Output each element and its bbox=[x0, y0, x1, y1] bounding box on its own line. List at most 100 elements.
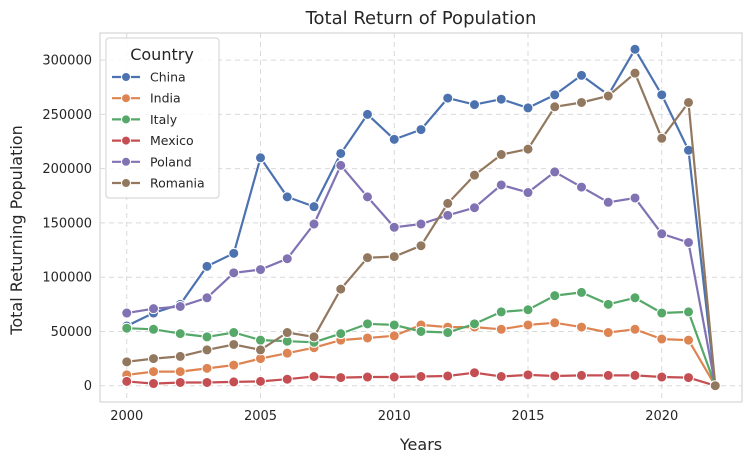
data-point-poland bbox=[121, 307, 133, 319]
data-point-india bbox=[656, 333, 668, 345]
data-point-china bbox=[335, 147, 347, 159]
data-point-italy bbox=[415, 325, 427, 337]
data-point-mexico bbox=[495, 370, 507, 382]
y-tick-label: 100000 bbox=[42, 271, 92, 286]
data-point-poland bbox=[629, 192, 641, 204]
data-point-mexico bbox=[121, 375, 133, 387]
y-tick-labels: 0 50000 100000 150000 200000 250000 300000 bbox=[42, 54, 92, 395]
data-point-romania bbox=[522, 143, 534, 155]
legend-label: Italy bbox=[150, 112, 178, 127]
data-point-mexico bbox=[362, 371, 373, 383]
data-point-mexico bbox=[549, 370, 561, 382]
y-axis-title: Total Returning Population bbox=[7, 125, 26, 335]
data-point-poland bbox=[148, 303, 159, 315]
data-point-italy bbox=[121, 322, 133, 334]
data-point-italy bbox=[362, 318, 373, 330]
data-point-romania bbox=[442, 197, 454, 209]
data-point-italy bbox=[148, 323, 159, 335]
legend-item-china: China bbox=[112, 70, 186, 85]
series-romania bbox=[121, 67, 721, 392]
data-point-poland bbox=[576, 181, 587, 193]
data-point-italy bbox=[228, 327, 240, 339]
x-tick-label: 2000 bbox=[110, 409, 143, 424]
data-point-india bbox=[201, 362, 213, 374]
legend-label: Romania bbox=[150, 176, 205, 191]
data-point-china bbox=[255, 152, 266, 164]
data-point-romania bbox=[549, 101, 561, 113]
data-point-poland bbox=[602, 196, 614, 208]
y-tick-label: 150000 bbox=[42, 216, 92, 231]
data-point-italy bbox=[255, 334, 266, 346]
data-point-mexico bbox=[442, 370, 454, 382]
legend-marker bbox=[121, 72, 131, 82]
data-point-poland bbox=[255, 264, 266, 276]
data-point-italy bbox=[629, 292, 641, 304]
data-point-italy bbox=[495, 306, 507, 318]
data-point-china bbox=[308, 201, 320, 213]
data-point-romania bbox=[469, 169, 480, 181]
data-point-india bbox=[495, 323, 507, 335]
data-point-china bbox=[656, 89, 668, 101]
data-point-italy bbox=[442, 327, 454, 339]
data-point-mexico bbox=[522, 369, 534, 381]
data-point-romania bbox=[201, 344, 213, 356]
data-point-poland bbox=[201, 292, 213, 304]
data-point-romania bbox=[629, 67, 641, 79]
data-point-poland bbox=[388, 221, 400, 233]
data-point-italy bbox=[335, 328, 347, 340]
data-point-china bbox=[442, 92, 454, 104]
data-point-poland bbox=[174, 300, 186, 312]
data-point-italy bbox=[469, 318, 480, 330]
data-point-romania bbox=[602, 90, 614, 102]
data-point-mexico bbox=[602, 369, 614, 381]
legend-item-romania: Romania bbox=[112, 176, 205, 191]
data-point-romania bbox=[709, 380, 721, 392]
data-point-romania bbox=[308, 331, 320, 343]
data-point-italy bbox=[174, 328, 186, 340]
data-point-romania bbox=[335, 283, 347, 295]
data-point-italy bbox=[549, 290, 561, 302]
data-point-romania bbox=[255, 344, 266, 356]
legend-item-poland: Poland bbox=[112, 154, 192, 169]
y-tick-label: 200000 bbox=[42, 162, 92, 177]
legend-label: China bbox=[150, 70, 186, 85]
data-point-poland bbox=[442, 209, 454, 221]
data-point-india bbox=[576, 321, 587, 333]
data-point-poland bbox=[495, 179, 507, 191]
data-point-italy bbox=[656, 307, 668, 319]
data-point-italy bbox=[576, 286, 587, 298]
data-point-italy bbox=[522, 304, 534, 316]
data-point-poland bbox=[656, 228, 668, 240]
data-point-mexico bbox=[174, 376, 186, 388]
data-point-mexico bbox=[388, 371, 400, 383]
data-point-mexico bbox=[415, 370, 427, 382]
y-tick-label: 250000 bbox=[42, 108, 92, 123]
data-point-china bbox=[228, 247, 240, 259]
data-point-romania bbox=[415, 240, 427, 252]
data-point-poland bbox=[362, 191, 373, 203]
data-point-romania bbox=[656, 132, 668, 144]
data-point-poland bbox=[308, 218, 320, 230]
chart-title: Total Return of Population bbox=[305, 8, 537, 29]
legend-marker bbox=[121, 156, 131, 167]
data-point-poland bbox=[228, 267, 240, 279]
x-tick-label: 2010 bbox=[378, 409, 411, 424]
data-point-romania bbox=[683, 96, 694, 108]
data-point-poland bbox=[549, 166, 561, 178]
data-point-romania bbox=[281, 327, 293, 339]
legend: Country China India Italy Mexico Poland Roman… bbox=[105, 37, 220, 199]
data-point-india bbox=[281, 347, 293, 359]
data-point-mexico bbox=[148, 378, 159, 390]
data-point-mexico bbox=[656, 371, 668, 383]
data-point-india bbox=[228, 359, 240, 371]
data-point-india bbox=[522, 319, 534, 331]
data-point-mexico bbox=[683, 372, 694, 384]
data-point-romania bbox=[148, 353, 159, 365]
data-point-italy bbox=[201, 331, 213, 343]
x-tick-label: 2015 bbox=[511, 409, 544, 424]
data-point-mexico bbox=[201, 376, 213, 388]
data-point-romania bbox=[174, 350, 186, 362]
data-point-china bbox=[549, 89, 561, 101]
data-point-mexico bbox=[576, 369, 587, 381]
legend-title: Country bbox=[130, 45, 194, 64]
